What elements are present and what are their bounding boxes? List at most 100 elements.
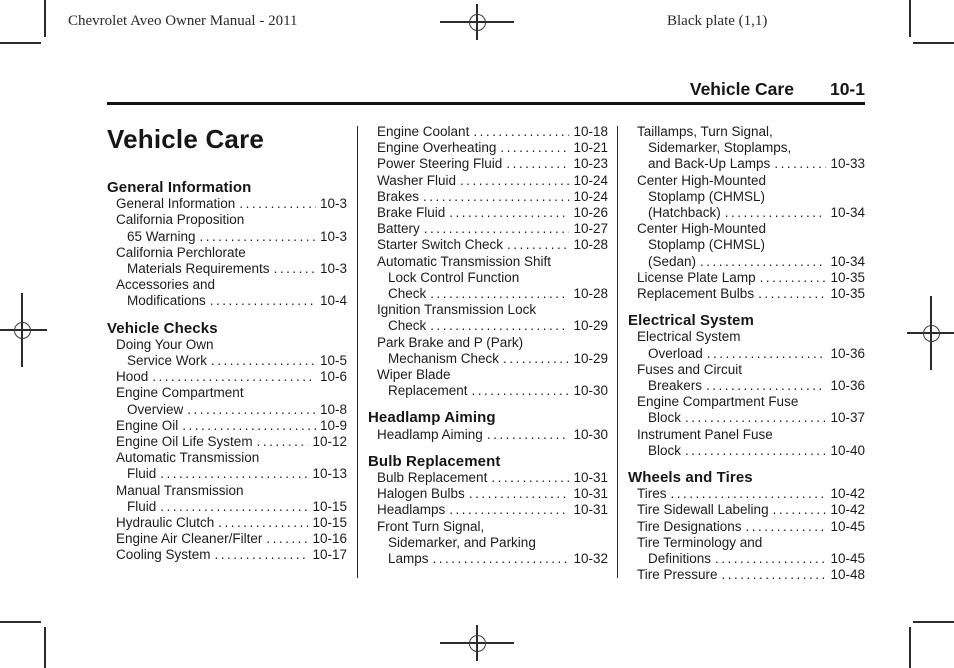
toc-page-number: 10-21 [573, 140, 608, 156]
toc-entry-last-line: Check 10-29 [377, 318, 608, 334]
toc-entry-text: Fluid [127, 498, 157, 514]
toc-entry: California Perchlorate Materials Requirem… [107, 245, 347, 277]
toc-entry-last-line: Starter Switch Check 10-28 [377, 237, 608, 253]
running-header-page-number: 10-1 [829, 79, 865, 99]
dot-leader [433, 551, 570, 567]
toc-page-number: 10-48 [830, 567, 865, 583]
toc-entry-last-line: Hood 10-6 [116, 369, 347, 385]
toc-entry: General Information 10-3 [107, 196, 347, 212]
toc-entry-last-line: Materials Requirements 10-3 [116, 261, 347, 277]
dot-leader [685, 410, 826, 426]
toc-page-number: 10-37 [830, 410, 865, 426]
toc-entry: Engine Coolant 10-18 [368, 124, 608, 140]
toc-page-number: 10-28 [573, 286, 608, 302]
toc-entry: Battery 10-27 [368, 221, 608, 237]
toc-entry-text: Engine Overheating [377, 140, 497, 156]
toc-section-heading: General Information [107, 179, 252, 196]
dot-leader [707, 346, 827, 362]
header-rule [107, 101, 865, 105]
toc-entry-last-line: Engine Oil Life System 10-12 [116, 434, 347, 450]
toc-section-heading: Bulb Replacement [368, 452, 501, 470]
toc-entry: Tires 10-42 [628, 486, 865, 502]
dot-leader [722, 567, 827, 583]
crosshair-circle [468, 13, 486, 31]
toc-entry: Engine Air Cleaner/Filter 10-16 [107, 531, 347, 547]
toc-column-2: Engine Coolant 10-18 Engine Overheating 10-… [368, 124, 608, 567]
toc-entry-text: Mechanism Check [388, 350, 500, 366]
toc-entry: Replacement Bulbs 10-35 [628, 286, 865, 302]
toc-page-number: 10-3 [319, 196, 347, 212]
toc-entry-text: Wiper Blade [377, 367, 451, 383]
dot-leader [506, 156, 569, 172]
toc-entry-last-line: General Information 10-3 [116, 196, 347, 212]
toc-entry-text: License Plate Lamp [637, 269, 756, 285]
toc-entry-last-line: Replacement 10-30 [377, 383, 608, 399]
toc-entry: Cooling System 10-17 [107, 547, 347, 563]
dot-leader [182, 418, 316, 434]
toc-entry-text: Block [648, 442, 682, 458]
toc-page-number: 10-17 [312, 547, 347, 563]
crosshair-circle [468, 634, 486, 652]
toc-entry-last-line: Tires 10-42 [637, 486, 865, 502]
toc-entry: Hood 10-6 [107, 369, 347, 385]
toc-entry-last-line: Brake Fluid 10-26 [377, 205, 608, 221]
dot-leader [423, 189, 569, 205]
toc-entry-text: Engine Oil Life System [116, 434, 253, 450]
toc-entry-text: Cooling System [116, 547, 211, 563]
toc-page-number: 10-40 [830, 442, 865, 458]
toc-entry-text: Center High-Mounted [637, 172, 767, 188]
toc-page-number: 10-28 [573, 237, 608, 253]
toc-page-number: 10-8 [319, 401, 347, 417]
toc-entry-text: Replacement Bulbs [637, 286, 755, 302]
crop-mark-bottom-right-horizontal [913, 621, 954, 623]
toc-page-number: 10-33 [830, 156, 865, 172]
toc-entry-text: Engine Coolant [377, 124, 470, 139]
toc-page-number: 10-30 [573, 383, 608, 399]
toc-entry-text: Center High-Mounted [637, 221, 767, 237]
toc-entry-text: Sidemarker, Stoplamps, [648, 140, 792, 156]
toc-entry-text: Headlamp Aiming [377, 426, 483, 442]
dot-leader [758, 286, 826, 302]
toc-page-number: 10-24 [573, 172, 608, 188]
toc-section-heading: Wheels and Tires [628, 469, 753, 487]
dot-leader [257, 434, 309, 450]
toc-entry-text: Power Steering Fluid [377, 156, 503, 172]
toc-page-number: 10-42 [830, 502, 865, 518]
dot-leader [460, 173, 569, 189]
toc-entry-text: Engine Compartment Fuse [637, 394, 799, 410]
toc-entry-last-line: (Hatchback) 10-34 [637, 205, 865, 221]
toc-entry-text: Block [648, 410, 682, 426]
toc-entry-text: Tire Pressure [637, 567, 718, 583]
toc-entry-last-line: Engine Overheating 10-21 [377, 140, 608, 156]
dot-leader [430, 318, 569, 334]
toc-entry: License Plate Lamp 10-35 [628, 270, 865, 286]
toc-entry-text: General Information [116, 196, 236, 212]
toc-entry-last-line: Bulb Replacement 10-31 [377, 470, 608, 486]
toc-entry: Halogen Bulbs 10-31 [368, 486, 608, 502]
toc-entry-text: Taillamps, Turn Signal, [637, 124, 773, 139]
toc-entry-text: Service Work [127, 353, 208, 369]
toc-entry: Engine Oil 10-9 [107, 418, 347, 434]
toc-entry-last-line: Halogen Bulbs 10-31 [377, 486, 608, 502]
toc-entry-text: Check [388, 286, 427, 302]
toc-entry-last-line: (Sedan) 10-34 [637, 254, 865, 270]
column-divider [617, 126, 619, 578]
toc-entry: Bulb Replacement 10-31 [368, 470, 608, 486]
toc-section-heading: Headlamp Aiming [368, 409, 496, 427]
toc-entry: Taillamps, Turn Signal, Sidemarker, Stopl… [628, 124, 865, 173]
toc-entry-text: Fluid [127, 466, 157, 482]
toc-section-heading: Electrical System [628, 312, 754, 330]
toc-entry-last-line: Washer Fluid 10-24 [377, 173, 608, 189]
toc-entry-text: Instrument Panel Fuse [637, 426, 773, 442]
toc-entry-text: California Proposition [116, 212, 245, 228]
crop-mark-top-right-vertical [909, 0, 911, 37]
toc-page-number: 10-31 [573, 470, 608, 486]
toc-entry-last-line: Cooling System 10-17 [116, 547, 347, 563]
toc-entry-last-line: Service Work 10-5 [116, 353, 347, 369]
toc-entry-text: Brake Fluid [377, 205, 446, 221]
